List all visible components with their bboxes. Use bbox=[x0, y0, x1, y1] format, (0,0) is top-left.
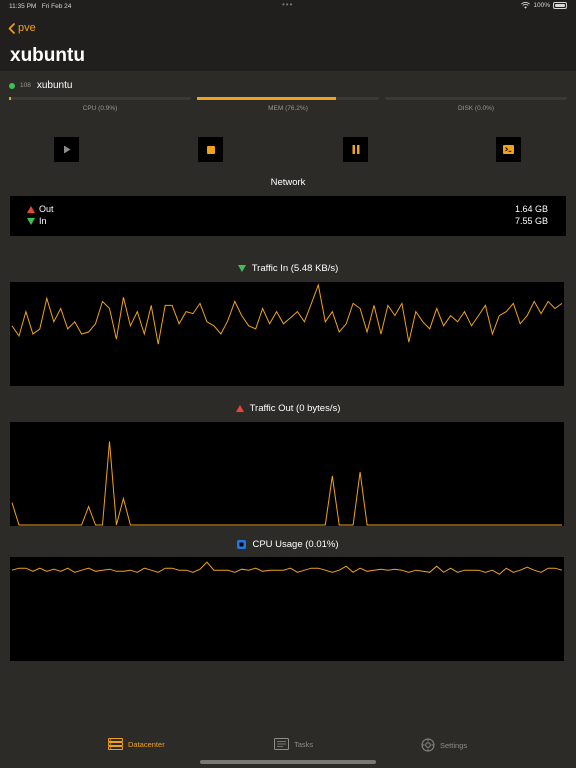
vm-id: 108 bbox=[20, 82, 31, 89]
nav-header: pve xubuntu bbox=[0, 14, 576, 71]
time-text: 11:35 PM bbox=[9, 3, 37, 10]
disk-meter-label: DISK (0.0%) bbox=[457, 105, 495, 112]
network-out-label: Out bbox=[39, 204, 54, 214]
status-right: 100% bbox=[521, 2, 567, 9]
cpu-meter-fill bbox=[9, 97, 11, 100]
tab-datacenter-label: Datacenter bbox=[128, 739, 165, 749]
cpu-usage-title-text: CPU Usage (0.01%) bbox=[252, 539, 339, 550]
mem-meter-fill bbox=[197, 97, 336, 100]
cpu-usage-chart bbox=[11, 561, 563, 575]
status-time: 11:35 PM Fri Feb 24 bbox=[9, 3, 71, 10]
tab-datacenter[interactable]: Datacenter bbox=[108, 738, 165, 750]
chevron-left-icon bbox=[8, 22, 15, 34]
battery-percent: 100% bbox=[533, 2, 550, 9]
traffic-in-title-text: Traffic In (5.48 KB/s) bbox=[251, 263, 339, 274]
mem-meter-label: MEM (76.2%) bbox=[268, 105, 308, 112]
traffic-out-title-text: Traffic Out (0 bytes/s) bbox=[249, 403, 341, 414]
arrow-down-icon bbox=[237, 265, 246, 272]
pause-button[interactable] bbox=[343, 137, 368, 162]
wifi-icon bbox=[521, 2, 531, 9]
network-title: Network bbox=[0, 177, 576, 188]
page-title: xubuntu bbox=[10, 45, 85, 66]
multitasking-dots[interactable]: ••• bbox=[282, 0, 294, 9]
network-out-row: Out bbox=[27, 204, 54, 214]
back-button[interactable]: pve bbox=[8, 22, 36, 34]
tab-tasks[interactable]: Tasks bbox=[274, 738, 313, 750]
traffic-out-line bbox=[11, 441, 562, 526]
gear-icon bbox=[421, 738, 435, 752]
cpu-usage-title: CPU Usage (0.01%) bbox=[0, 539, 576, 550]
network-in-row: In bbox=[27, 216, 47, 226]
date-text: Fri Feb 24 bbox=[41, 3, 72, 10]
tab-bar: Datacenter Tasks Settings bbox=[0, 730, 576, 768]
traffic-out-graph bbox=[10, 422, 564, 526]
start-button[interactable] bbox=[54, 137, 79, 162]
traffic-out-title: Traffic Out (0 bytes/s) bbox=[0, 403, 576, 414]
arrow-up-icon bbox=[235, 405, 244, 412]
traffic-in-chart bbox=[11, 283, 563, 345]
arrow-up-icon bbox=[27, 205, 35, 213]
cpu-meter bbox=[9, 97, 191, 100]
console-icon bbox=[503, 145, 514, 154]
traffic-in-title: Traffic In (5.48 KB/s) bbox=[0, 263, 576, 274]
network-title-text: Network bbox=[270, 177, 306, 188]
cpu-icon bbox=[237, 540, 247, 549]
vm-row: 108 xubuntu bbox=[9, 80, 72, 91]
network-out-value: 1.64 GB bbox=[514, 204, 548, 214]
vm-name: xubuntu bbox=[36, 80, 73, 91]
stop-button[interactable] bbox=[198, 137, 223, 162]
tasks-icon bbox=[274, 738, 289, 750]
traffic-in-line bbox=[11, 283, 563, 345]
stop-icon bbox=[206, 145, 215, 154]
cpu-usage-graph bbox=[10, 557, 564, 661]
traffic-out-chart bbox=[11, 441, 562, 526]
pause-icon bbox=[352, 145, 359, 154]
traffic-in-graph bbox=[10, 282, 564, 386]
disk-meter bbox=[385, 97, 567, 100]
server-icon bbox=[108, 738, 123, 750]
network-in-label: In bbox=[39, 216, 47, 226]
play-icon bbox=[63, 145, 70, 154]
network-summary: Out 1.64 GB In 7.55 GB bbox=[10, 196, 566, 236]
console-button[interactable] bbox=[496, 137, 521, 162]
tab-settings-label: Settings bbox=[440, 740, 468, 750]
home-indicator[interactable] bbox=[200, 760, 376, 764]
mem-meter bbox=[197, 97, 379, 100]
cpu-usage-line bbox=[11, 561, 563, 575]
arrow-down-icon bbox=[27, 217, 35, 225]
battery-icon bbox=[553, 2, 567, 9]
back-label: pve bbox=[18, 22, 36, 34]
network-in-value: 7.55 GB bbox=[514, 216, 548, 226]
tab-tasks-label: Tasks bbox=[294, 739, 314, 749]
running-status-dot bbox=[9, 82, 15, 89]
tab-settings[interactable]: Settings bbox=[421, 738, 467, 752]
status-bar: 11:35 PM Fri Feb 24 ••• 100% bbox=[0, 0, 576, 14]
cpu-meter-label: CPU (0.9%) bbox=[82, 105, 118, 112]
